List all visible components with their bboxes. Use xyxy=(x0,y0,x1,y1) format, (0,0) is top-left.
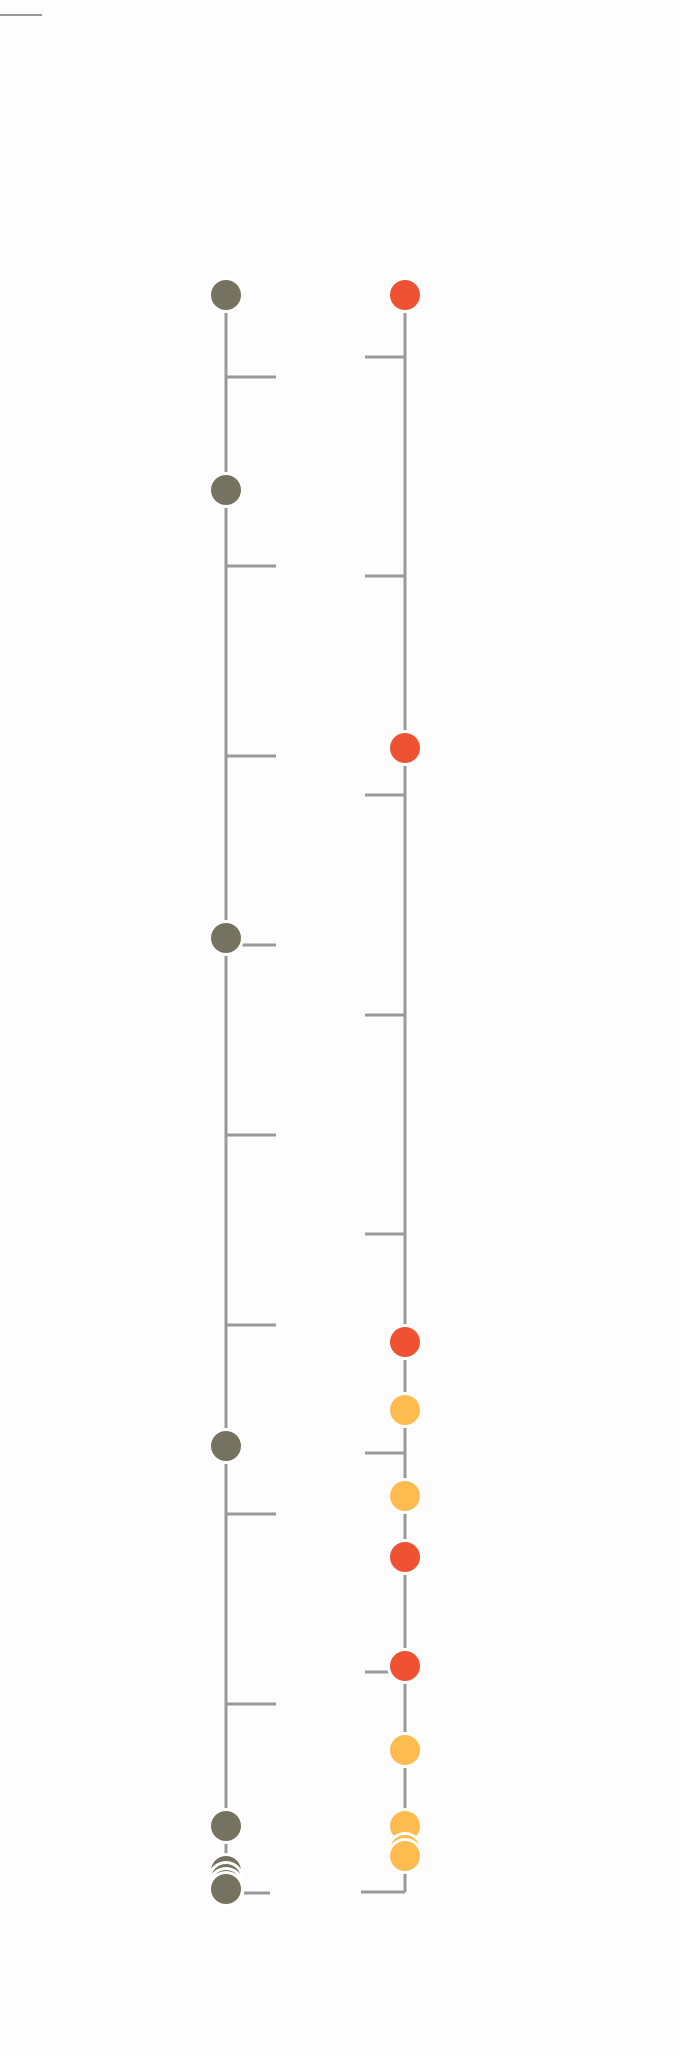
timeline-event-dot[interactable] xyxy=(387,1392,423,1428)
timeline-event-dot[interactable] xyxy=(387,1324,423,1360)
timeline-event-dot[interactable] xyxy=(387,1838,423,1874)
timeline-event-dot[interactable] xyxy=(208,277,244,313)
timeline-event-dot[interactable] xyxy=(387,1539,423,1575)
timeline-left xyxy=(208,277,276,1907)
timeline-event-dot[interactable] xyxy=(387,1478,423,1514)
timeline-event-dot[interactable] xyxy=(208,920,244,956)
timeline-event-dot[interactable] xyxy=(208,472,244,508)
timeline-event-dot[interactable] xyxy=(387,277,423,313)
timeline-right xyxy=(361,277,423,1894)
timeline-event-dot[interactable] xyxy=(387,1648,423,1684)
timeline-event-dot[interactable] xyxy=(208,1428,244,1464)
timeline-event-dot[interactable] xyxy=(387,1732,423,1768)
timeline-event-dot[interactable] xyxy=(387,730,423,766)
timeline-event-dot[interactable] xyxy=(208,1808,244,1844)
timeline-event-dot[interactable] xyxy=(208,1871,244,1907)
timelines xyxy=(208,277,423,1907)
